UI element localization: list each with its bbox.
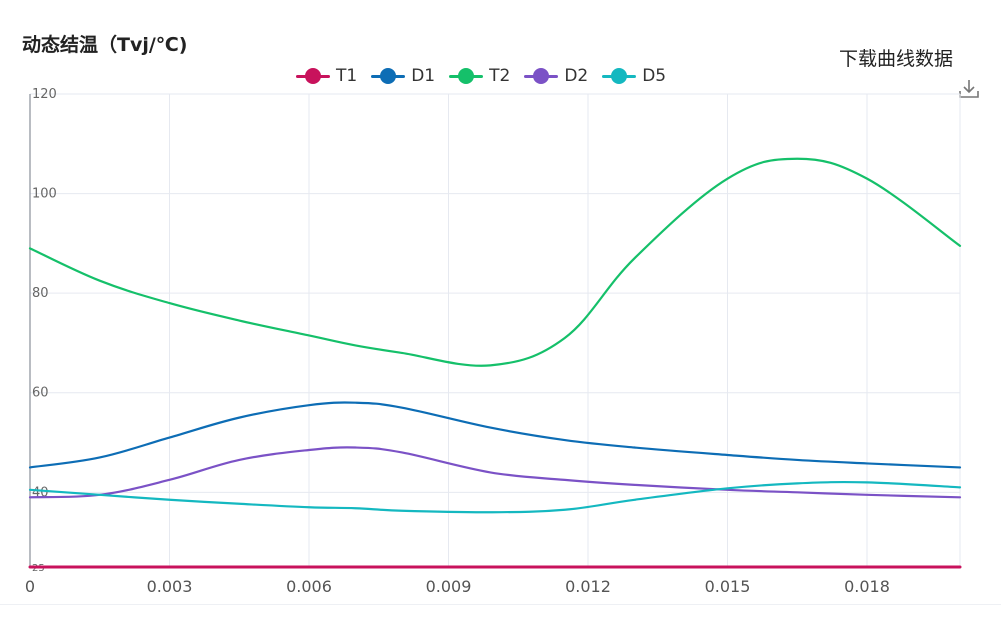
legend-swatch (524, 68, 559, 84)
bottom-divider (0, 604, 1001, 605)
legend-label: T1 (336, 66, 358, 86)
y-tick-label: 120 (32, 87, 57, 102)
legend-label: D5 (642, 66, 667, 86)
x-tick-label: 0.018 (844, 577, 890, 596)
y-tick-label: 80 (32, 286, 49, 301)
legend-item-t2[interactable]: T2 (449, 66, 510, 86)
x-tick-label: 0.012 (565, 577, 611, 596)
series-line-d5 (28, 480, 962, 514)
x-tick-label: 0.006 (286, 577, 332, 596)
legend-item-d2[interactable]: D2 (524, 66, 588, 86)
x-tick-label: 0.015 (705, 577, 751, 596)
y-tick-label: 100 (32, 187, 57, 202)
y-tick-label: 60 (32, 386, 49, 401)
legend-label: D1 (411, 66, 436, 86)
chart-legend: T1 D1 T2 D2 D5 (296, 66, 666, 86)
chart-title: 动态结温（Tvj/℃) (22, 34, 188, 56)
legend-label: T2 (489, 66, 511, 86)
series-line-t2 (28, 157, 962, 367)
legend-label: D2 (564, 66, 589, 86)
legend-swatch (296, 68, 330, 84)
legend-swatch (602, 68, 637, 84)
legend-item-d1[interactable]: D1 (371, 66, 435, 86)
x-tick-label: 0 (25, 577, 35, 596)
legend-item-t1[interactable]: T1 (296, 66, 357, 86)
series-line-d2 (28, 446, 962, 499)
x-tick-label: 0.009 (426, 577, 472, 596)
legend-swatch (371, 68, 406, 84)
legend-item-d5[interactable]: D5 (602, 66, 666, 86)
legend-swatch (449, 68, 484, 84)
x-tick-label: 0.003 (147, 577, 193, 596)
series-line-d1 (28, 401, 962, 469)
download-data-link[interactable]: 下载曲线数据 (839, 48, 954, 70)
